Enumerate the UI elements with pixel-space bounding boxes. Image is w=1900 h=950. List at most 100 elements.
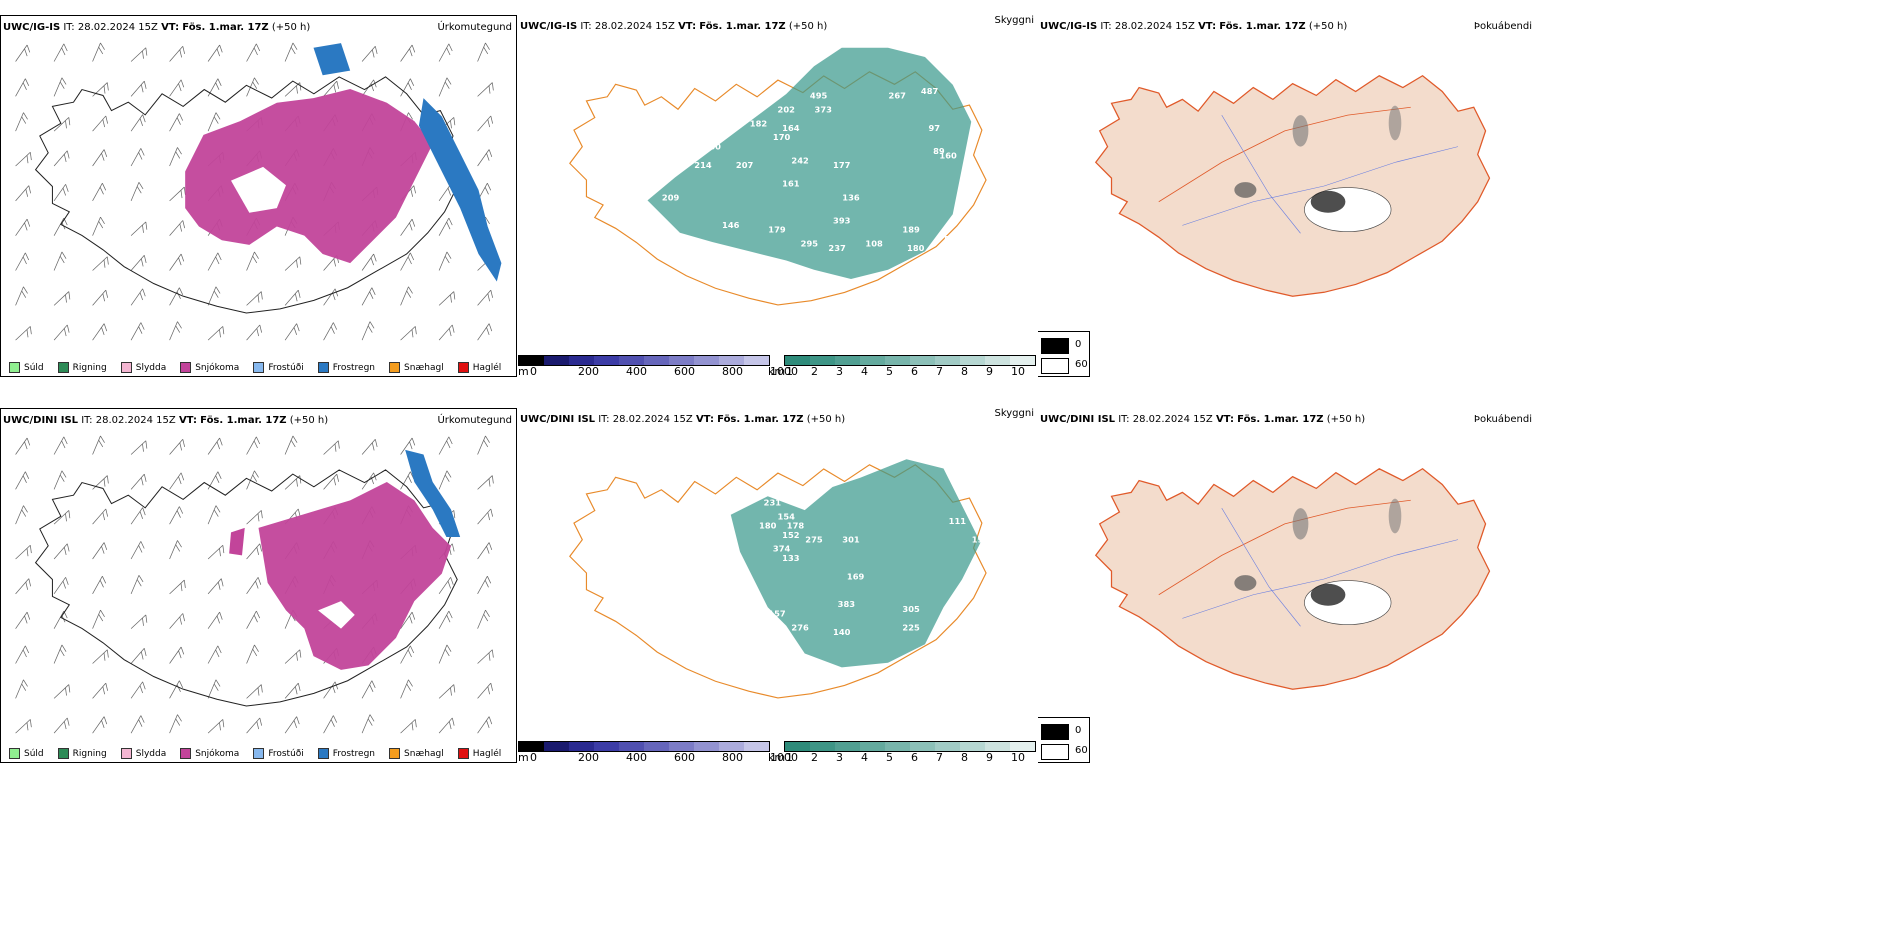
legend-swatch bbox=[317, 748, 329, 759]
cloud-base-label: 146 bbox=[722, 220, 740, 230]
legend-label: Snjókoma bbox=[195, 362, 240, 373]
legend-item: Frostregn bbox=[317, 362, 376, 373]
cloud-base-tick: 600 bbox=[674, 365, 695, 377]
cloud-base-label: 250 bbox=[704, 142, 722, 152]
fog-map bbox=[1094, 74, 1491, 297]
visibility-unit: km bbox=[768, 751, 786, 763]
variable-name: Skyggni bbox=[994, 15, 1034, 26]
cloud-base-label: 140 bbox=[833, 627, 851, 637]
colorbars: m 0 200 400 600 800 1000 km 1 2 3 4 5 6 7 8 9 10 bbox=[518, 355, 1038, 377]
visibility-unit: km bbox=[768, 365, 786, 377]
legend-item: Slydda bbox=[120, 748, 167, 759]
legend-label: Snjókoma bbox=[195, 748, 240, 759]
cloud-base-tick: 1000 bbox=[770, 365, 798, 377]
cloud-base-label: 547 bbox=[944, 234, 962, 244]
legend-swatch bbox=[389, 362, 401, 373]
cloud-base-label: 136 bbox=[842, 192, 860, 202]
legend-swatch bbox=[180, 362, 192, 373]
fog-black-swatch bbox=[1041, 724, 1069, 740]
precip-type-panel: UWC/DINI ISL IT: 28.02.2024 15Z VT: Fös.… bbox=[0, 408, 517, 763]
legend-label: Slydda bbox=[135, 362, 167, 373]
precip-type-panel: UWC/IG-IS IT: 28.02.2024 15Z VT: Fös. 1.… bbox=[0, 15, 517, 377]
visibility-tick: 2 bbox=[811, 365, 818, 377]
panel-title: UWC/IG-IS IT: 28.02.2024 15Z VT: Fös. 1.… bbox=[520, 21, 828, 32]
visibility-tick: 6 bbox=[911, 365, 918, 377]
fog-panel: UWC/DINI ISL IT: 28.02.2024 15Z VT: Fös.… bbox=[1038, 408, 1538, 763]
visibility-tick: 8 bbox=[961, 365, 968, 377]
colorbars: m 0 200 400 600 800 1000 km 1 2 3 4 5 6 7 8 9 10 bbox=[518, 741, 1038, 763]
legend-swatch bbox=[9, 362, 20, 373]
legend-swatch bbox=[180, 748, 192, 759]
variable-name: Þokuábendi bbox=[1473, 21, 1532, 32]
cloud-base-tick: 0 bbox=[530, 365, 537, 377]
legend-swatch bbox=[253, 362, 265, 373]
cloud-base-label: 275 bbox=[805, 535, 823, 545]
legend-item: Rigning bbox=[57, 748, 107, 759]
cloud-base-tick: 800 bbox=[722, 365, 743, 377]
cloud-base-tick: 600 bbox=[674, 751, 695, 763]
cloud-base-label: 101 bbox=[708, 243, 726, 253]
cloud-base-tick: 200 bbox=[578, 365, 599, 377]
cloud-base-label: 180 bbox=[759, 521, 777, 531]
fog-black-label: 0 bbox=[1075, 339, 1082, 350]
fog-white-swatch bbox=[1041, 358, 1069, 374]
cloud-base-label: 267 bbox=[889, 91, 907, 101]
legend-item: Frostregn bbox=[317, 748, 375, 759]
legend-label: Frostregn bbox=[332, 362, 376, 373]
legend-label: Slydda bbox=[135, 748, 167, 759]
panel-title: UWC/IG-IS IT: 28.02.2024 15Z VT: Fös. 1.… bbox=[3, 22, 311, 33]
legend-swatch bbox=[120, 748, 132, 759]
cloud-base-tick: 0 bbox=[530, 751, 537, 763]
cloud-base-label: 374 bbox=[773, 544, 791, 554]
legend-label: Snæhagl bbox=[404, 362, 444, 373]
cloud-base-label: 180 bbox=[907, 243, 925, 253]
legend-swatch bbox=[317, 362, 329, 373]
variable-name: Úrkomutegund bbox=[437, 22, 512, 33]
legend-item: Haglél bbox=[457, 362, 501, 373]
cloud-base-label: 214 bbox=[694, 160, 712, 170]
variable-name: Skyggni bbox=[994, 408, 1034, 419]
fog-panel: UWC/IG-IS IT: 28.02.2024 15Z VT: Fös. 1.… bbox=[1038, 15, 1538, 377]
panel-title: UWC/DINI ISL IT: 28.02.2024 15Z VT: Fös.… bbox=[3, 415, 329, 426]
visibility-tick: 1 bbox=[786, 365, 793, 377]
cloud-base-label: 276 bbox=[791, 622, 809, 632]
cloud-base-label: 487 bbox=[921, 86, 939, 96]
fog-black-swatch bbox=[1041, 338, 1069, 354]
cloud-base-label: 159 bbox=[754, 613, 772, 623]
legend-label: Frostúði bbox=[268, 748, 304, 759]
cloud-base-tick: 400 bbox=[626, 365, 647, 377]
cloud-base-tick: 200 bbox=[578, 751, 599, 763]
cloud-base-label: 157 bbox=[768, 609, 786, 619]
cloud-base-label: 97 bbox=[928, 123, 940, 133]
cloud-base-label: 177 bbox=[833, 160, 851, 170]
cloud-base-label: 189 bbox=[902, 225, 920, 235]
visibility-tick: 10 bbox=[1011, 751, 1025, 763]
fog-legend: 0 60 bbox=[1038, 331, 1090, 377]
legend-swatch bbox=[57, 748, 69, 759]
variable-name: Þokuábendi bbox=[1473, 414, 1532, 425]
cloud-base-label: 383 bbox=[838, 599, 856, 609]
precip-map bbox=[15, 435, 494, 734]
cloud-base-label: 179 bbox=[768, 225, 786, 235]
visibility-tick: 2 bbox=[811, 751, 818, 763]
legend-item: Rigning bbox=[57, 362, 107, 373]
cloud-base-label: 169 bbox=[847, 572, 865, 582]
cloud-base-unit: m bbox=[518, 751, 529, 763]
legend-swatch bbox=[9, 748, 20, 759]
visibility-tick: 10 bbox=[1011, 365, 1025, 377]
visibility-tick: 5 bbox=[886, 751, 893, 763]
legend-label: Frostúði bbox=[268, 362, 304, 373]
visibility-tick: 4 bbox=[861, 365, 868, 377]
legend-item: Snjókoma bbox=[180, 748, 239, 759]
legend-swatch bbox=[457, 362, 469, 373]
cloud-base-label: 199 bbox=[972, 535, 990, 545]
fog-white-label: 60 bbox=[1075, 745, 1088, 756]
legend-label: Snæhagl bbox=[404, 748, 444, 759]
cloud-base-label: 207 bbox=[736, 160, 754, 170]
cloud-base-label: 111 bbox=[949, 516, 967, 526]
cloud-base-label: 373 bbox=[815, 105, 833, 115]
legend-item: Snjókoma bbox=[180, 362, 239, 373]
cloud-base-label: 517 bbox=[745, 252, 763, 262]
legend-item: Frostúði bbox=[253, 748, 304, 759]
